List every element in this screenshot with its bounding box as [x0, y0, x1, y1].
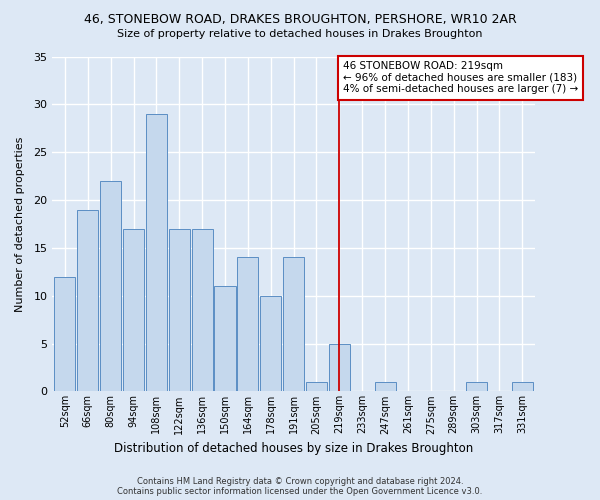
Bar	[306, 382, 327, 392]
Bar	[191, 228, 212, 392]
Bar	[55, 276, 76, 392]
Bar	[146, 114, 167, 392]
Bar	[466, 382, 487, 392]
Bar	[260, 296, 281, 392]
Bar	[100, 181, 121, 392]
Bar	[283, 258, 304, 392]
Bar	[238, 258, 259, 392]
Bar	[77, 210, 98, 392]
Text: 46 STONEBOW ROAD: 219sqm
← 96% of detached houses are smaller (183)
4% of semi-d: 46 STONEBOW ROAD: 219sqm ← 96% of detach…	[343, 62, 578, 94]
Text: 46, STONEBOW ROAD, DRAKES BROUGHTON, PERSHORE, WR10 2AR: 46, STONEBOW ROAD, DRAKES BROUGHTON, PER…	[83, 12, 517, 26]
Bar	[512, 382, 533, 392]
Bar	[214, 286, 236, 392]
Bar	[169, 228, 190, 392]
X-axis label: Distribution of detached houses by size in Drakes Broughton: Distribution of detached houses by size …	[114, 442, 473, 455]
Text: Contains HM Land Registry data © Crown copyright and database right 2024.
Contai: Contains HM Land Registry data © Crown c…	[118, 476, 482, 496]
Text: Size of property relative to detached houses in Drakes Broughton: Size of property relative to detached ho…	[117, 29, 483, 39]
Bar	[374, 382, 395, 392]
Y-axis label: Number of detached properties: Number of detached properties	[15, 136, 25, 312]
Bar	[329, 344, 350, 392]
Bar	[123, 228, 144, 392]
